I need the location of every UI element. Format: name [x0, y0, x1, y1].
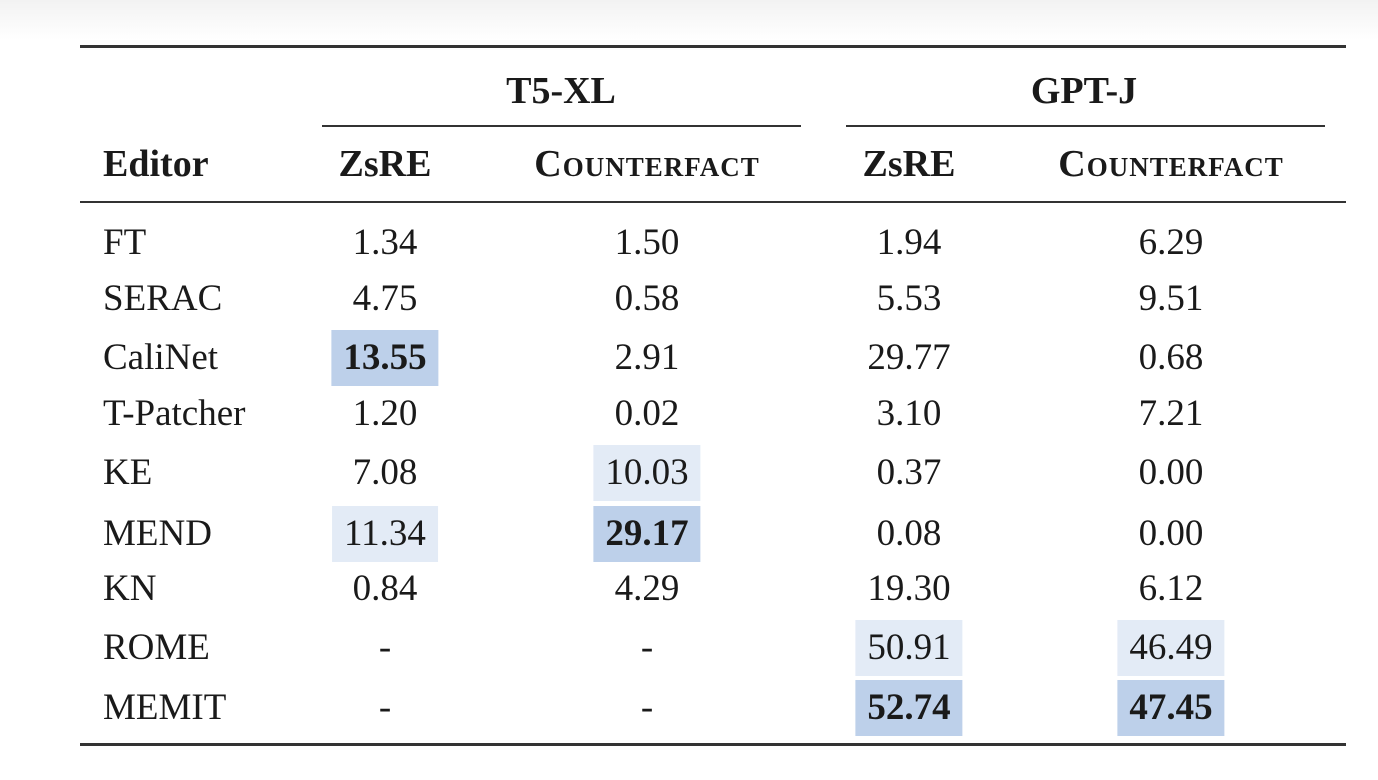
table-cell: 1.50 [614, 222, 680, 263]
table-cell: 0.00 [1138, 452, 1204, 493]
table-cell: 0.00 [1138, 513, 1204, 554]
table-cell: 1.34 [352, 222, 418, 263]
table-cell: 0.84 [352, 568, 418, 609]
editor-name: FT [103, 222, 147, 263]
editor-name: SERAC [103, 278, 223, 319]
editor-name: T-Patcher [103, 393, 246, 434]
table-cell: 11.34 [332, 506, 438, 562]
table-cell: 3.10 [876, 393, 942, 434]
table-cell: 29.17 [593, 506, 701, 562]
column-header-t5-counterfact: Counterfact [534, 143, 760, 185]
table-cell: 19.30 [867, 568, 951, 609]
table-cell: 52.74 [855, 680, 963, 736]
table-cell: 1.20 [352, 393, 418, 434]
table-cell: 0.68 [1138, 337, 1204, 378]
editor-name: MEMIT [103, 687, 227, 728]
table-cell: 50.91 [855, 620, 963, 676]
table-cell: - [640, 627, 654, 668]
group-rule-t5-xl [322, 125, 801, 127]
top-rule [80, 45, 1346, 48]
editor-name: MEND [103, 513, 212, 554]
editor-name: CaliNet [103, 337, 219, 378]
group-header-gpt-j: GPT-J [1030, 70, 1138, 112]
table-cell: 9.51 [1138, 278, 1204, 319]
editor-name: ROME [103, 627, 210, 668]
group-header-t5-xl: T5-XL [506, 70, 616, 112]
table-cell: 5.53 [876, 278, 942, 319]
background-shade [0, 0, 1378, 40]
table-cell: 7.08 [352, 452, 418, 493]
table-cell: 2.91 [614, 337, 680, 378]
table-cell: - [378, 687, 392, 728]
table-cell: 7.21 [1138, 393, 1204, 434]
column-header-gptj-zsre: ZsRE [862, 143, 956, 185]
table-cell: 4.29 [614, 568, 680, 609]
table-cell: 0.58 [614, 278, 680, 319]
editor-name: KE [103, 452, 153, 493]
table-cell: 47.45 [1117, 680, 1225, 736]
group-rule-gpt-j [846, 125, 1325, 127]
table-cell: - [378, 627, 392, 668]
table-cell: 0.08 [876, 513, 942, 554]
table-cell: - [640, 687, 654, 728]
column-header-t5-zsre: ZsRE [338, 143, 432, 185]
table-cell: 0.02 [614, 393, 680, 434]
column-header-editor: Editor [103, 143, 209, 185]
table-cell: 13.55 [331, 330, 439, 386]
table-cell: 6.12 [1138, 568, 1204, 609]
table-cell: 46.49 [1117, 620, 1225, 676]
table-cell: 0.37 [876, 452, 942, 493]
table-cell: 29.77 [867, 337, 951, 378]
table-cell: 6.29 [1138, 222, 1204, 263]
editor-name: KN [103, 568, 157, 609]
table-cell: 4.75 [352, 278, 418, 319]
table-cell: 10.03 [593, 445, 701, 501]
column-header-gptj-counterfact: Counterfact [1058, 143, 1284, 185]
table-cell: 1.94 [876, 222, 942, 263]
header-rule [80, 201, 1346, 203]
bottom-rule [80, 743, 1346, 746]
